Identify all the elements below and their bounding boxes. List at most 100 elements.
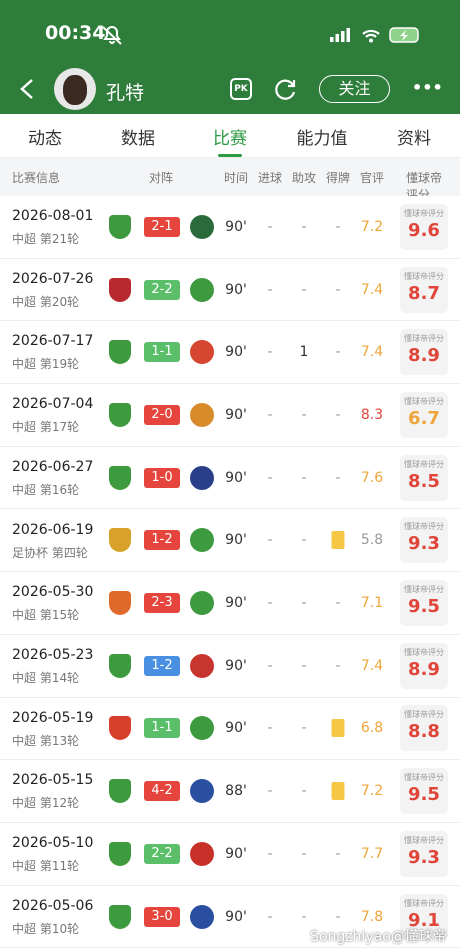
minutes: 90' [225,595,247,612]
mute-icon [102,26,122,45]
tab[interactable]: 能力值 [296,129,348,149]
away-logo [190,904,214,929]
minutes: 90' [225,406,247,423]
assists: 1 [299,344,309,361]
column-header: 比赛信息 [11,171,61,185]
tab[interactable]: 资料 [397,129,431,149]
status-icons [330,27,419,43]
goals: - [267,657,273,674]
back-button[interactable] [18,78,38,100]
match-row[interactable]: 2026-05-23 中超 第14轮 1-2 90' - - - 7.4 懂球帝评分 8.9 [0,634,460,698]
rating: 8.5 [408,470,440,492]
competition: 中超 第10轮 [12,921,80,936]
score: 2-0 [144,404,180,425]
match-row[interactable]: 2026-08-01 中超 第21轮 2-1 90' - - - 7.2 懂球帝评分 9.6 [0,196,460,259]
rating-badge-label: 懂球帝评分 [404,208,444,218]
match-row[interactable]: 2026-07-04 中超 第17轮 2-0 90' - - - 8.3 懂球帝评分 6.7 [0,384,460,447]
rating-badge-label: 懂球帝评分 [404,396,444,406]
match-row[interactable]: 2026-07-17 中超 第19轮 1-1 90' - 1 - 7.4 懂球帝评分 8.9 [0,321,460,385]
rating-badge-label: 懂球帝评分 [404,898,444,908]
match-row[interactable]: 2026-05-19 中超 第13轮 1-1 90' - - 6.8 懂球帝评分 8.8 [0,697,460,761]
match-date: 2026-08-01 [12,208,94,224]
match-date: 2026-07-04 [12,396,94,413]
player-name: 孔特 [106,82,145,104]
away-logo [190,591,214,616]
tab[interactable]: 比赛 [213,129,247,149]
match-row[interactable]: 2026-07-26 中超 第20轮 2-2 90' - - - 7.4 懂球帝评分 8.7 [0,258,460,322]
yellow-card [331,719,345,738]
official-rating: 7.4 [360,657,384,674]
more-button[interactable]: ••• [412,78,443,97]
rating: 8.7 [408,282,440,304]
tab[interactable]: 数据 [121,129,155,149]
away-logo [190,402,214,427]
assists: - [301,595,307,612]
assists: - [301,908,307,925]
official-rating: 7.7 [360,845,384,862]
official-rating: 7.2 [360,218,384,235]
assists: - [301,532,307,549]
match-date: 2026-05-23 [12,646,94,663]
official-rating: 5.8 [360,532,384,549]
away-logo [190,340,214,365]
table-header: 比赛信息 对阵 时间 进球 助攻 得牌 官评 懂球帝评分 [0,158,460,202]
rating: 6.7 [408,407,440,429]
assists: - [301,720,307,737]
tab-indicator [218,154,242,157]
rating-badge-label: 懂球帝评分 [404,522,444,532]
score: 2-1 [144,216,180,237]
column-header: 时间 [223,171,249,185]
competition: 中超 第15轮 [12,608,80,623]
competition: 中超 第17轮 [12,420,80,435]
home-logo [109,904,131,929]
goals: - [267,845,273,862]
minutes: 90' [225,908,247,925]
match-row[interactable]: 2026-05-06 中超 第10轮 3-0 90' - - - 7.8 懂球帝评分 9.1 [0,885,460,949]
minutes: 88' [225,783,247,800]
goals: - [267,532,273,549]
rating-badge: 懂球帝评分 9.1 [400,893,448,940]
match-date: 2026-07-17 [12,333,94,350]
rating-badge-label: 懂球帝评分 [404,334,444,344]
match-row[interactable]: 2026-05-15 中超 第12轮 4-2 88' - - 7.2 懂球帝评分 9.5 [0,760,460,823]
rating-badge: 懂球帝评分 9.3 [400,517,448,564]
pk-button[interactable]: PK [230,78,252,100]
competition: 中超 第14轮 [12,670,80,685]
rating-badge-label: 懂球帝评分 [404,271,444,281]
match-row[interactable]: 2026-05-30 中超 第15轮 2-3 90' - - - 7.1 懂球帝评分 9.5 [0,572,460,635]
minutes: 90' [225,532,247,549]
cards: - [335,595,341,612]
away-logo [190,214,214,239]
cards: - [335,281,341,298]
match-row[interactable]: 2026-05-10 中超 第11轮 2-2 90' - - - 7.7 懂球帝评分 9.3 [0,823,460,886]
refresh-button[interactable] [274,77,298,101]
rating: 9.3 [408,533,440,555]
competition: 中超 第13轮 [12,733,80,748]
follow-button[interactable]: 关注 [319,75,390,103]
score: 1-0 [144,467,180,488]
away-logo [190,779,214,804]
score: 4-2 [144,781,180,802]
home-logo [109,779,131,804]
column-header: 得牌 [325,171,351,185]
rating-badge: 懂球帝评分 9.6 [400,203,448,250]
watermark: Songzhiyao@懂球帝 [310,929,447,945]
score: 2-3 [144,593,180,614]
competition: 中超 第11轮 [12,859,80,873]
match-row[interactable]: 2026-06-19 足协杯 第四轮 1-2 90' - - 5.8 懂球帝评分 9.3 [0,509,460,573]
assists: - [301,783,307,800]
home-logo [109,465,131,490]
cards: - [335,218,341,235]
home-logo [109,277,131,302]
goals: - [267,406,273,423]
rating-badge: 懂球帝评分 9.5 [400,580,448,627]
match-date: 2026-07-26 [12,270,94,287]
official-rating: 7.4 [360,344,384,361]
goals: - [267,344,273,361]
tab[interactable]: 动态 [28,129,62,149]
match-row[interactable]: 2026-06-27 中超 第16轮 1-0 90' - - - 7.6 懂球帝评分 8.5 [0,446,460,510]
away-logo [190,653,214,678]
goals: - [267,281,273,298]
match-date: 2026-05-19 [12,709,94,726]
competition: 中超 第19轮 [12,357,80,372]
